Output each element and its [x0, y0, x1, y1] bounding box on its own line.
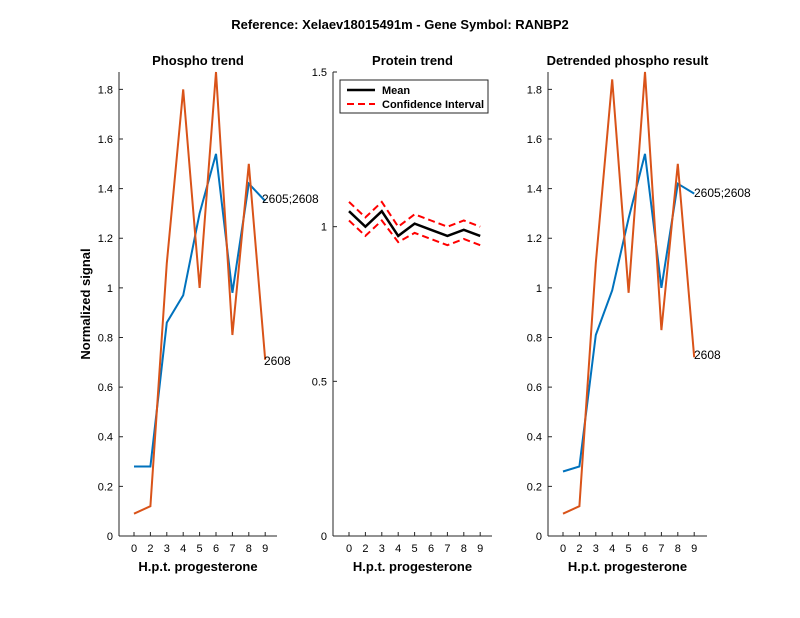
x-tick-label: 7	[229, 543, 235, 555]
series-annotation: 2605;2608	[262, 192, 319, 206]
y-tick-label: 0.6	[98, 382, 113, 394]
y-tick-label: 1.2	[527, 233, 542, 245]
y-tick-label: 0	[536, 531, 542, 543]
x-tick-label: 9	[262, 543, 268, 555]
x-tick-label: 3	[593, 543, 599, 555]
x-tick-label: 9	[691, 543, 697, 555]
series-annotation: 2608	[694, 348, 721, 362]
y-tick-label: 1	[536, 283, 542, 295]
y-tick-label: 0.8	[98, 332, 113, 344]
x-tick-label: 0	[346, 543, 352, 555]
panel-2-title: Protein trend	[372, 53, 453, 68]
x-tick-label: 5	[197, 543, 203, 555]
series-line-confidence-interval	[348, 219, 481, 247]
y-tick-label: 0.6	[527, 382, 542, 394]
x-tick-label: 0	[131, 543, 137, 555]
y-tick-label: 0.4	[527, 432, 542, 444]
y-tick-label: 1.8	[527, 84, 542, 96]
x-tick-label: 0	[560, 543, 566, 555]
y-tick-label: 1.4	[527, 184, 542, 196]
y-tick-label: 0	[321, 531, 327, 543]
series-line-2608	[133, 71, 267, 515]
y-tick-label: 0	[107, 531, 113, 543]
series-line-mean	[348, 209, 481, 238]
panel-3-title: Detrended phospho result	[547, 53, 709, 68]
series-annotation: 2608	[264, 354, 291, 368]
figure-title: Reference: Xelaev18015491m - Gene Symbol…	[231, 17, 568, 32]
x-tick-label: 2	[147, 543, 153, 555]
legend-label-ci: Confidence Interval	[382, 99, 484, 111]
x-tick-label: 3	[379, 543, 385, 555]
x-tick-label: 2	[362, 543, 368, 555]
x-tick-label: 6	[213, 543, 219, 555]
legend-label-mean: Mean	[382, 85, 410, 97]
x-tick-label: 7	[658, 543, 664, 555]
x-tick-label: 8	[675, 543, 681, 555]
x-tick-label: 4	[609, 543, 615, 555]
x-tick-label: 5	[626, 543, 632, 555]
series-annotation: 2605;2608	[694, 186, 751, 200]
y-tick-label: 0.8	[527, 332, 542, 344]
y-tick-label: 1.8	[98, 84, 113, 96]
y-tick-label: 0.5	[312, 376, 327, 388]
y-tick-label: 1	[321, 222, 327, 234]
y-tick-label: 1.6	[527, 134, 542, 146]
x-tick-label: 8	[246, 543, 252, 555]
legend-box	[339, 79, 489, 114]
x-tick-label: 2	[576, 543, 582, 555]
y-tick-label: 0.2	[98, 481, 113, 493]
series-line-2608	[562, 71, 696, 515]
y-tick-label: 1.2	[98, 233, 113, 245]
x-tick-label: 6	[428, 543, 434, 555]
panel-3-x-label: H.p.t. progesterone	[568, 559, 687, 574]
x-tick-label: 5	[412, 543, 418, 555]
x-tick-label: 4	[395, 543, 401, 555]
x-tick-label: 3	[164, 543, 170, 555]
x-tick-label: 7	[444, 543, 450, 555]
panel-1-x-label: H.p.t. progesterone	[138, 559, 257, 574]
panel-2-x-label: H.p.t. progesterone	[353, 559, 472, 574]
y-tick-label: 1.4	[98, 184, 113, 196]
y-tick-label: 0.4	[98, 432, 113, 444]
y-tick-label: 1.5	[312, 67, 327, 79]
panel-1-y-label: Normalized signal	[78, 248, 93, 359]
y-tick-label: 0.2	[527, 481, 542, 493]
x-tick-label: 6	[642, 543, 648, 555]
x-tick-label: 4	[180, 543, 186, 555]
x-tick-label: 9	[477, 543, 483, 555]
x-tick-label: 8	[461, 543, 467, 555]
y-tick-label: 1	[107, 283, 113, 295]
y-tick-label: 1.6	[98, 134, 113, 146]
panel-1-title: Phospho trend	[152, 53, 244, 68]
